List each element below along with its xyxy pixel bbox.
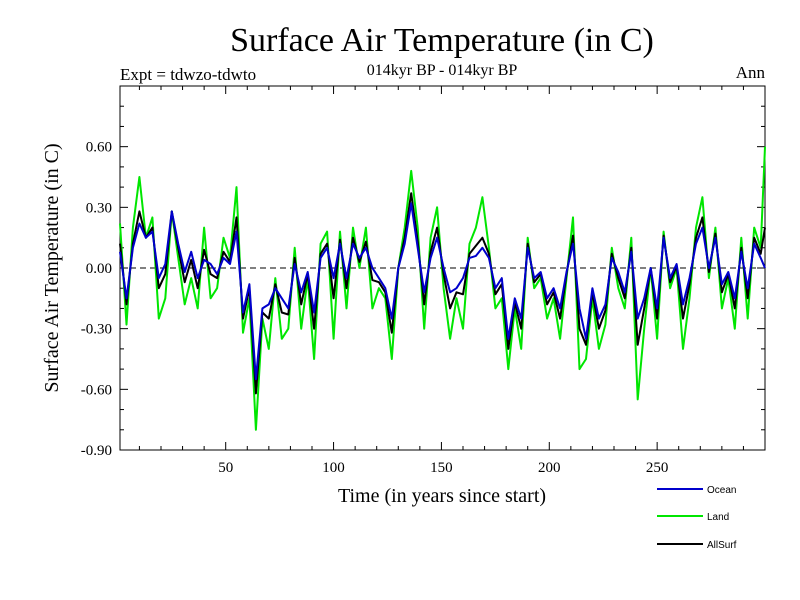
y-axis-label: Surface Air Temperature (in C) [41, 143, 63, 392]
series-line-ocean [119, 202, 766, 381]
chart-subtitle: 014kyr BP - 014kyr BP [367, 62, 518, 79]
x-tick-label: 150 [430, 460, 453, 476]
legend-label-allsurf: AllSurf [707, 540, 737, 551]
chart-title: Surface Air Temperature (in C) [230, 22, 654, 59]
y-axis-ticks: -0.90 -0.60 -0.30 0.00 0.30 0.60 [81, 85, 765, 459]
y-tick-label: -0.60 [81, 382, 112, 398]
y-tick-label: 0.00 [86, 261, 112, 277]
legend-label-land: Land [707, 512, 729, 523]
y-tick-label: 0.30 [86, 200, 112, 216]
experiment-label: Expt = tdwzo-tdwto [120, 65, 256, 84]
y-tick-label: -0.30 [81, 322, 112, 338]
x-tick-label: 250 [646, 460, 669, 476]
x-axis-label: Time (in years since start) [338, 485, 546, 507]
series-line-allsurf [119, 192, 766, 395]
season-label: Ann [736, 63, 766, 82]
x-tick-label: 50 [218, 460, 233, 476]
series-line-land [119, 146, 766, 431]
y-tick-label: -0.90 [81, 443, 112, 459]
y-tick-label: 0.60 [86, 140, 112, 156]
x-tick-label: 100 [322, 460, 345, 476]
x-tick-label: 200 [538, 460, 561, 476]
series-layer [119, 146, 766, 431]
x-axis-ticks: 50 100 150 200 250 [138, 86, 766, 476]
legend: Ocean Land AllSurf [657, 485, 737, 551]
legend-label-ocean: Ocean [707, 485, 736, 496]
